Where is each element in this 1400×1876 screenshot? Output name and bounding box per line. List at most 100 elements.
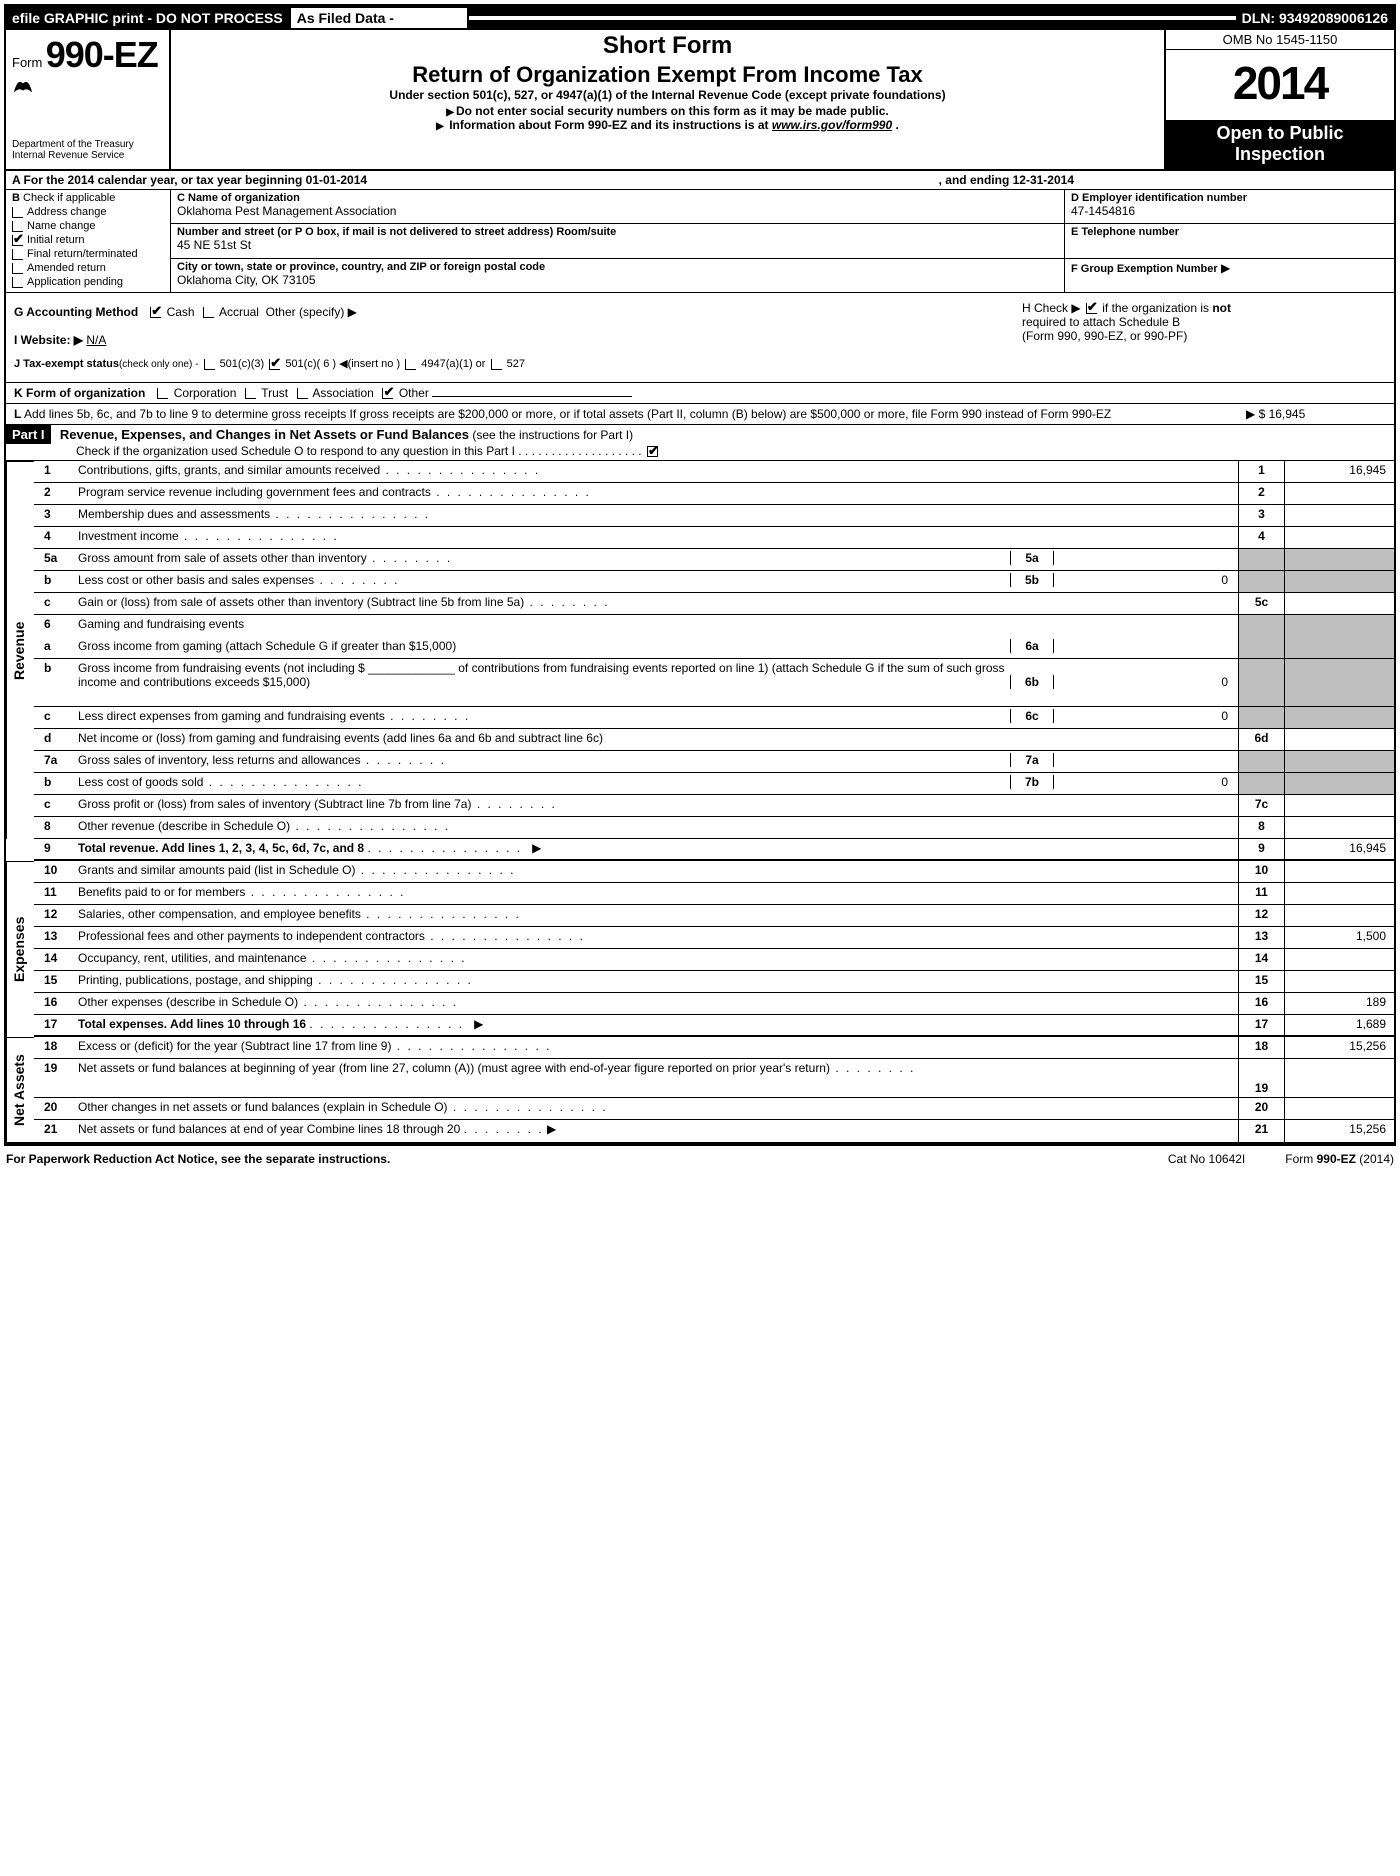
chk-4947[interactable] xyxy=(405,359,416,370)
r10-amt xyxy=(1284,861,1394,883)
r20-num: 20 xyxy=(34,1098,74,1120)
chk-final-return[interactable] xyxy=(12,249,23,260)
revenue-side-label: Revenue xyxy=(6,461,34,839)
r2-desc: Program service revenue including govern… xyxy=(74,483,1238,505)
h-block: H Check ▶ if the organization is not req… xyxy=(1014,293,1394,382)
r9-num: 9 xyxy=(34,839,74,861)
chk-cash[interactable] xyxy=(150,307,161,318)
r4-amt xyxy=(1284,527,1394,549)
r7c-box: 7c xyxy=(1238,795,1284,817)
r16-amt: 189 xyxy=(1284,993,1394,1015)
chk-name-change[interactable] xyxy=(12,221,23,232)
chk-accrual[interactable] xyxy=(203,307,214,318)
r5a-box xyxy=(1238,549,1284,571)
h-text1: H Check ▶ xyxy=(1022,301,1081,315)
chk-501c3[interactable] xyxy=(204,359,215,370)
chk-application-pending[interactable] xyxy=(12,277,23,288)
org-name: Oklahoma Pest Management Association xyxy=(177,204,1058,218)
chk-501c[interactable] xyxy=(269,359,280,370)
r6c-iamt: 0 xyxy=(1054,709,1234,723)
chk-amended-return[interactable] xyxy=(12,263,23,274)
chk-other-org[interactable] xyxy=(382,388,393,399)
r5b-iamt: 0 xyxy=(1054,573,1234,587)
r21-box: 21 xyxy=(1238,1120,1284,1142)
r12-amt xyxy=(1284,905,1394,927)
omb-number: OMB No 1545-1150 xyxy=(1166,30,1394,50)
website-value: N/A xyxy=(86,333,106,347)
chk-address-change[interactable] xyxy=(12,207,23,218)
r5c-amt xyxy=(1284,593,1394,615)
r13-desc: Professional fees and other payments to … xyxy=(74,927,1238,949)
form-label: Form xyxy=(12,55,42,70)
chk-schedule-b[interactable] xyxy=(1086,303,1097,314)
footer-notice: For Paperwork Reduction Act Notice, see … xyxy=(6,1152,1128,1166)
r6d-desc: Net income or (loss) from gaming and fun… xyxy=(74,729,1238,751)
top-bar: efile GRAPHIC print - DO NOT PROCESS As … xyxy=(6,6,1394,30)
d-cap: D Employer identification number xyxy=(1071,192,1388,204)
r17-num: 17 xyxy=(34,1015,74,1037)
lbl-accrual: Accrual xyxy=(219,305,259,319)
r6b-box xyxy=(1238,659,1284,707)
part1-sub: Check if the organization used Schedule … xyxy=(6,444,1394,458)
r6c-text: Less direct expenses from gaming and fun… xyxy=(78,709,1010,723)
other-org-line[interactable] xyxy=(432,396,632,397)
r8-amt xyxy=(1284,817,1394,839)
r7b-amt xyxy=(1284,773,1394,795)
open-public-l1: Open to Public xyxy=(1166,123,1394,144)
info-text: Information about Form 990-EZ and its in… xyxy=(449,118,772,132)
lbl-assoc: Association xyxy=(312,386,373,400)
r5b-text: Less cost or other basis and sales expen… xyxy=(78,573,1010,587)
r5b-num: b xyxy=(34,571,74,593)
r5a-desc: Gross amount from sale of assets other t… xyxy=(74,549,1238,571)
r1-desc: Contributions, gifts, grants, and simila… xyxy=(74,461,1238,483)
lbl-final-return: Final return/terminated xyxy=(27,248,138,260)
r7a-box xyxy=(1238,751,1284,773)
lbl-527: 527 xyxy=(507,358,525,370)
r21-amt: 15,256 xyxy=(1284,1120,1394,1142)
open-public: Open to Public Inspection xyxy=(1166,121,1394,169)
r6-amt xyxy=(1284,615,1394,637)
h-text3: required to attach Schedule B xyxy=(1022,315,1180,329)
r7b-text: Less cost of goods sold xyxy=(78,775,1010,789)
lbl-corp: Corporation xyxy=(174,386,237,400)
j-label: J Tax-exempt status xyxy=(14,358,119,370)
line-k: K Form of organization Corporation Trust… xyxy=(6,383,1394,404)
r1-box: 1 xyxy=(1238,461,1284,483)
chk-corp[interactable] xyxy=(157,388,168,399)
r6b-desc: Gross income from fundraising events (no… xyxy=(74,659,1238,707)
info-link[interactable]: www.irs.gov/form990 xyxy=(772,118,892,132)
return-title: Return of Organization Exempt From Incom… xyxy=(191,62,1144,88)
r6-num: 6 xyxy=(34,615,74,637)
short-form-title: Short Form xyxy=(191,32,1144,60)
chk-initial-return[interactable] xyxy=(12,235,23,246)
r9-box: 9 xyxy=(1238,839,1284,861)
page-footer: For Paperwork Reduction Act Notice, see … xyxy=(0,1150,1400,1168)
c-city-cap: City or town, state or province, country… xyxy=(177,261,1058,273)
r2-num: 2 xyxy=(34,483,74,505)
c-name-cap: C Name of organization xyxy=(177,192,1058,204)
r7b-desc: Less cost of goods sold7b0 xyxy=(74,773,1238,795)
chk-schedule-o[interactable] xyxy=(647,446,658,457)
r10-box: 10 xyxy=(1238,861,1284,883)
r8-box: 8 xyxy=(1238,817,1284,839)
j-note: (check only one) - xyxy=(119,359,198,370)
r7a-num: 7a xyxy=(34,751,74,773)
ssn-notice: Do not enter social security numbers on … xyxy=(191,104,1144,118)
r9-text: Total revenue. Add lines 1, 2, 3, 4, 5c,… xyxy=(78,841,364,855)
r7a-desc: Gross sales of inventory, less returns a… xyxy=(74,751,1238,773)
r6c-amt xyxy=(1284,707,1394,729)
r10-desc: Grants and similar amounts paid (list in… xyxy=(74,861,1238,883)
part1-title-note: (see the instructions for Part I) xyxy=(472,428,633,442)
r21-text: Net assets or fund balances at end of ye… xyxy=(78,1122,460,1136)
r17-text: Total expenses. Add lines 10 through 16 xyxy=(78,1017,306,1031)
r12-box: 12 xyxy=(1238,905,1284,927)
form-body: Revenue 1 Contributions, gifts, grants, … xyxy=(6,461,1394,1144)
footer-catno: Cat No 10642I xyxy=(1128,1152,1285,1166)
r6b-text: Gross income from fundraising events (no… xyxy=(78,661,1010,689)
chk-assoc[interactable] xyxy=(297,388,308,399)
r7c-desc: Gross profit or (loss) from sales of inv… xyxy=(74,795,1238,817)
chk-527[interactable] xyxy=(491,359,502,370)
chk-trust[interactable] xyxy=(245,388,256,399)
r12-desc: Salaries, other compensation, and employ… xyxy=(74,905,1238,927)
dln-label: DLN: 93492089006126 xyxy=(1236,8,1394,28)
